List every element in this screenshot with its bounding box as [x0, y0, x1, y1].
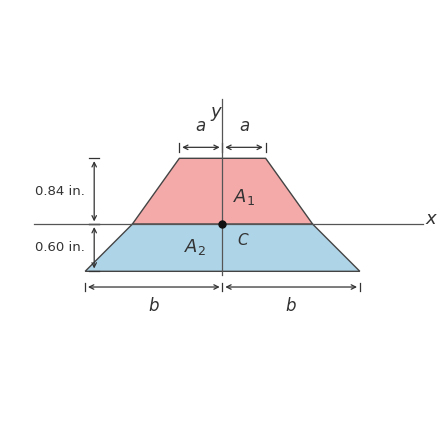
Text: $x$: $x$ — [425, 210, 438, 228]
Text: 0.84 in.: 0.84 in. — [35, 185, 85, 198]
Text: $C$: $C$ — [237, 232, 249, 248]
Text: $b$: $b$ — [148, 297, 160, 315]
Text: $a$: $a$ — [239, 117, 250, 135]
Text: $A_2$: $A_2$ — [184, 237, 206, 257]
Text: $b$: $b$ — [285, 297, 297, 315]
Text: $y$: $y$ — [210, 105, 223, 123]
Text: $a$: $a$ — [195, 117, 206, 135]
Text: 0.60 in.: 0.60 in. — [35, 241, 85, 254]
Polygon shape — [85, 224, 360, 271]
Text: $A_1$: $A_1$ — [233, 187, 255, 207]
Polygon shape — [132, 158, 313, 224]
